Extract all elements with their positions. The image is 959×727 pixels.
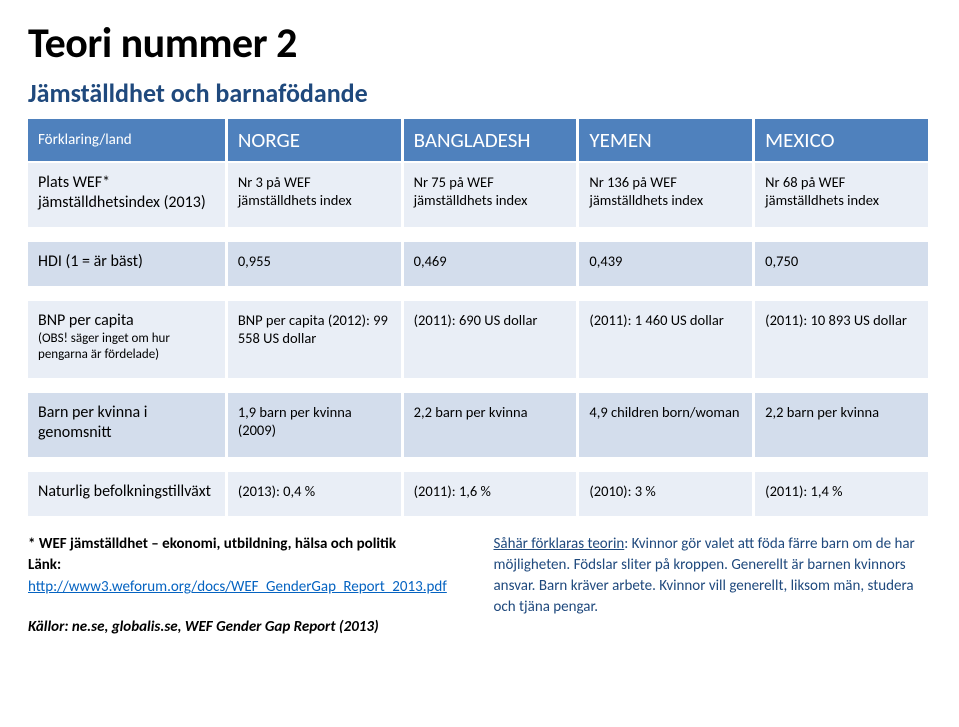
- report-link[interactable]: http://www3.weforum.org/docs/WEF_GenderG…: [28, 578, 447, 596]
- table-cell: 2,2 barn per kvinna: [754, 393, 930, 458]
- table-cell: 1,9 barn per kvinna (2009): [226, 393, 402, 458]
- table-cell: 0,955: [226, 242, 402, 287]
- header-col-4: MEXICO: [754, 119, 930, 162]
- table-cell: (2011): 1,4 %: [754, 472, 930, 517]
- footer-right: Såhär förklaras teorin: Kvinnor gör vale…: [494, 534, 932, 639]
- row-label-text: Naturlig befolkningstillväxt: [38, 482, 211, 501]
- table-header-row: Förklaring/land NORGE BANGLADESH YEMEN M…: [28, 119, 930, 162]
- table-cell: (2011): 1 460 US dollar: [578, 301, 754, 379]
- table-cell: (2013): 0,4 %: [226, 472, 402, 517]
- table-cell: 0,750: [754, 242, 930, 287]
- table-cell: (2011): 1,6 %: [402, 472, 578, 517]
- header-col-3: YEMEN: [578, 119, 754, 162]
- table-cell: Nr 136 på WEF jämställdhets index: [578, 162, 754, 228]
- table-row: Plats WEF* jämställdhetsindex (2013) Nr …: [28, 162, 930, 228]
- footnote-bold: WEF jämställdhet – ekonomi, utbildning, …: [35, 535, 396, 553]
- header-col-0: Förklaring/land: [28, 119, 226, 162]
- table-cell: 0,439: [578, 242, 754, 287]
- table-cell: 0,469: [402, 242, 578, 287]
- table-row: HDI (1 = är bäst) 0,955 0,469 0,439 0,75…: [28, 242, 930, 287]
- table-cell: 4,9 children born/woman: [578, 393, 754, 458]
- page-root: Teori nummer 2 Jämställdhet och barnaföd…: [0, 0, 959, 649]
- table-cell: Nr 68 på WEF jämställdhets index: [754, 162, 930, 228]
- row-label: Plats WEF* jämställdhetsindex (2013): [28, 162, 226, 228]
- row-label: BNP per capita (OBS! säger inget om hur …: [28, 301, 226, 379]
- footer-left: * WEF jämställdhet – ekonomi, utbildning…: [28, 534, 466, 639]
- table-cell: 2,2 barn per kvinna: [402, 393, 578, 458]
- table-row: BNP per capita (OBS! säger inget om hur …: [28, 301, 930, 379]
- row-label: Naturlig befolkningstillväxt: [28, 472, 226, 517]
- page-subtitle: Jämställdhet och barnafödande: [28, 77, 931, 109]
- link-label: Länk:: [28, 556, 61, 574]
- row-label: HDI (1 = är bäst): [28, 242, 226, 287]
- sources-label: Källor: ne.se, globalis.se, WEF Gender G…: [28, 617, 466, 639]
- data-table: Förklaring/land NORGE BANGLADESH YEMEN M…: [28, 119, 931, 518]
- page-title: Teori nummer 2: [28, 18, 931, 69]
- row-label-text: HDI (1 = är bäst): [38, 252, 143, 271]
- row-label-text: BNP per capita: [38, 311, 134, 330]
- table-cell: BNP per capita (2012): 99 558 US dollar: [226, 301, 402, 379]
- table-cell: Nr 75 på WEF jämställdhets index: [402, 162, 578, 228]
- header-col-1: NORGE: [226, 119, 402, 162]
- table-cell: Nr 3 på WEF jämställdhets index: [226, 162, 402, 228]
- row-label: Barn per kvinna i genomsnitt: [28, 393, 226, 458]
- table-cell: (2010): 3 %: [578, 472, 754, 517]
- footer: * WEF jämställdhet – ekonomi, utbildning…: [28, 534, 931, 639]
- table-cell: (2011): 10 893 US dollar: [754, 301, 930, 379]
- table-row: Barn per kvinna i genomsnitt 1,9 barn pe…: [28, 393, 930, 458]
- footnote: * WEF jämställdhet – ekonomi, utbildning…: [28, 534, 466, 599]
- theory-lead: Såhär förklaras teorin: [494, 535, 625, 553]
- row-label-text: Barn per kvinna i genomsnitt: [38, 403, 147, 442]
- row-label-text: Plats WEF* jämställdhetsindex (2013): [38, 173, 206, 212]
- header-col-2: BANGLADESH: [402, 119, 578, 162]
- row-label-subtext: (OBS! säger inget om hur pengarna är för…: [38, 331, 215, 364]
- table-row: Naturlig befolkningstillväxt (2013): 0,4…: [28, 472, 930, 517]
- table-cell: (2011): 690 US dollar: [402, 301, 578, 379]
